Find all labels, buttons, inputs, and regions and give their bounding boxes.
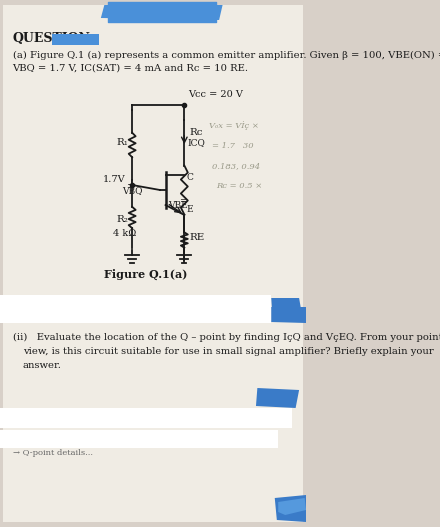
FancyBboxPatch shape xyxy=(0,408,292,428)
Text: Figure Q.1(a): Figure Q.1(a) xyxy=(104,269,188,280)
Text: view, is this circuit suitable for use in small signal amplifier? Briefly explai: view, is this circuit suitable for use i… xyxy=(23,347,434,356)
Text: → Q-point details...: → Q-point details... xyxy=(12,449,92,457)
FancyBboxPatch shape xyxy=(0,295,271,323)
Text: VBQ: VBQ xyxy=(122,186,142,195)
Text: Rc: Rc xyxy=(190,128,203,137)
Text: = 1.7   30: = 1.7 30 xyxy=(212,142,254,150)
Text: answer.: answer. xyxy=(23,361,62,370)
Polygon shape xyxy=(256,388,299,408)
Text: VBQ = 1.7 V, IC(SAT) = 4 mA and Rc = 10 RE.: VBQ = 1.7 V, IC(SAT) = 4 mA and Rc = 10 … xyxy=(12,64,249,73)
Text: +: + xyxy=(127,180,137,190)
Text: ICQ: ICQ xyxy=(188,138,205,147)
Text: VBE: VBE xyxy=(169,201,188,210)
Polygon shape xyxy=(101,5,223,20)
Text: D.E. KUNING(12): D.E. KUNING(12) xyxy=(12,417,94,426)
Text: Vcc = 20 V: Vcc = 20 V xyxy=(188,90,243,99)
Polygon shape xyxy=(275,495,306,522)
Text: RE: RE xyxy=(190,233,205,242)
Text: Vₒx = VÌç ×: Vₒx = VÌç × xyxy=(209,121,259,130)
Text: Rc = 0.5 ×: Rc = 0.5 × xyxy=(216,182,262,190)
Polygon shape xyxy=(271,298,303,320)
FancyBboxPatch shape xyxy=(0,430,278,448)
Text: (ii)   Evaluate the location of the Q – point by finding IçQ and VçEQ. From your: (ii) Evaluate the location of the Q – po… xyxy=(12,333,440,342)
Polygon shape xyxy=(271,307,306,323)
Text: QUESTION: QUESTION xyxy=(12,32,90,45)
Text: C: C xyxy=(187,173,193,182)
Text: (a) Figure Q.1 (a) represents a common emitter amplifier. Given β = 100, VBE(ON): (a) Figure Q.1 (a) represents a common e… xyxy=(12,51,440,60)
Text: =: = xyxy=(180,197,187,206)
Text: E: E xyxy=(187,205,193,214)
Text: 4 kΩ: 4 kΩ xyxy=(113,229,136,238)
FancyBboxPatch shape xyxy=(4,5,303,522)
Polygon shape xyxy=(278,498,306,515)
Text: 1.7V: 1.7V xyxy=(103,175,125,184)
Text: R₁: R₁ xyxy=(117,138,129,147)
Text: 0.183, 0.94: 0.183, 0.94 xyxy=(212,162,260,170)
Text: R₂: R₂ xyxy=(117,216,129,225)
FancyBboxPatch shape xyxy=(52,34,99,45)
